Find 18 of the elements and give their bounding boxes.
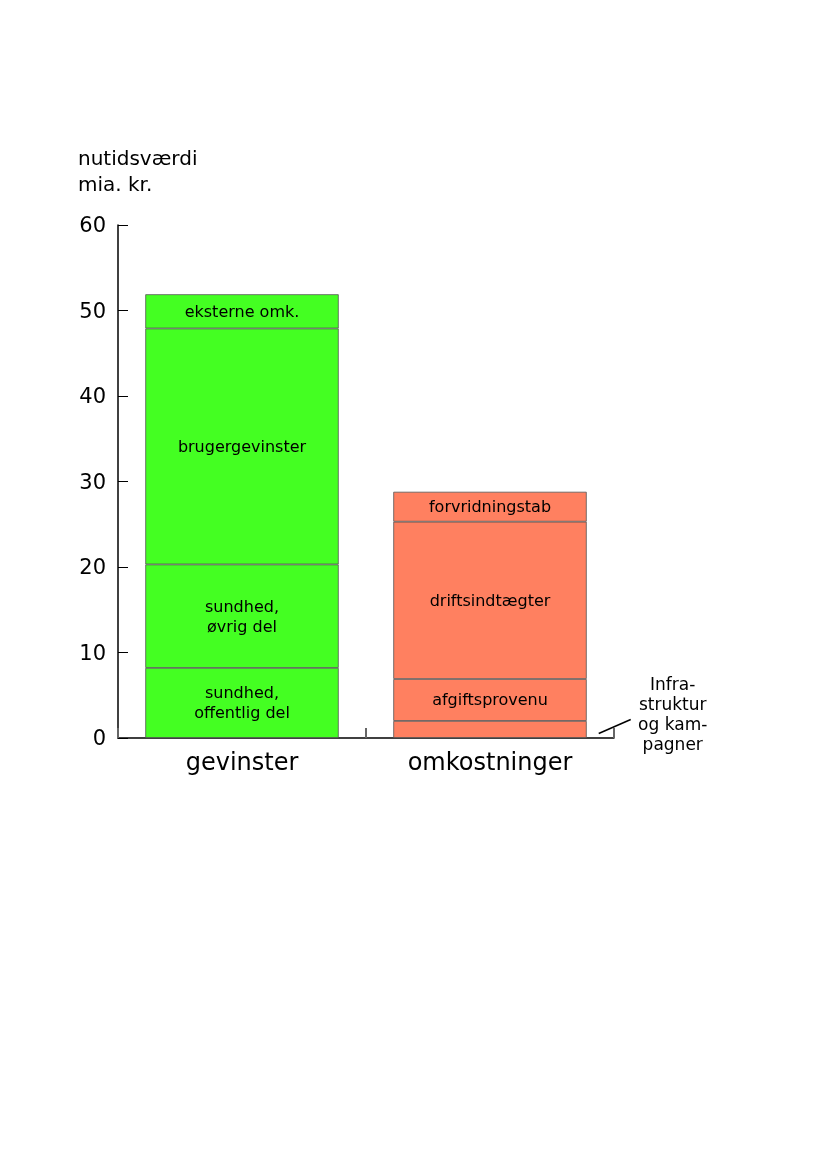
y-tick-label: 0 bbox=[92, 726, 106, 750]
text: Infra- struktur og kam- pagner bbox=[638, 674, 708, 755]
y-tick-label: 10 bbox=[79, 640, 106, 665]
y-axis-title: nutidsværdi mia. kr. bbox=[78, 146, 198, 196]
x-tick-label: omkostninger bbox=[407, 748, 573, 776]
data-label: driftsindtægter bbox=[429, 590, 551, 610]
x-tick-label: gevinster bbox=[185, 748, 299, 776]
data-label: sundhed, øvrig del bbox=[205, 596, 279, 636]
data-label: brugergevinster bbox=[177, 436, 307, 456]
data-label: sundhed, offentlig del bbox=[194, 683, 290, 723]
y-tick-label: 40 bbox=[79, 384, 106, 408]
data-label: forvridningstab bbox=[428, 497, 552, 517]
data-label: afgiftsprovenu bbox=[432, 690, 548, 710]
y-tick-label: 60 bbox=[79, 213, 106, 237]
y-tick-label: 50 bbox=[79, 298, 106, 323]
data-label: eksterne omk. bbox=[184, 301, 300, 321]
y-tick-label: 30 bbox=[79, 469, 106, 494]
y-tick-label: 20 bbox=[79, 555, 106, 579]
